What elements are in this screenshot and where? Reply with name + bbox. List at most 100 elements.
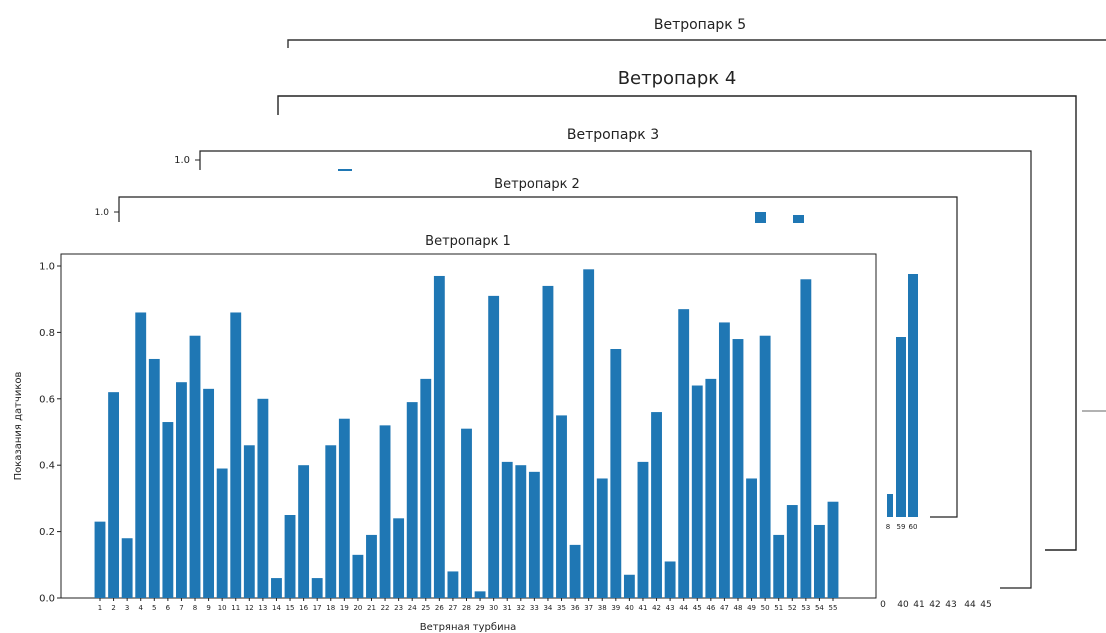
xtick-label: 34: [543, 604, 552, 612]
xtick-label: 41: [639, 604, 648, 612]
bar: [488, 295, 500, 598]
bar: [108, 392, 120, 598]
bar: [718, 322, 730, 598]
xtick-label: 7: [179, 604, 183, 612]
xtick-label: 28: [462, 604, 471, 612]
bar: [447, 571, 459, 598]
xtick-label: 11: [231, 604, 240, 612]
xtick-label: 44: [964, 600, 976, 610]
bar: [325, 445, 337, 598]
xtick-label: 38: [598, 604, 607, 612]
bar: [176, 382, 187, 598]
panel2-frame: [118, 196, 958, 518]
xtick-label: 39: [611, 604, 620, 612]
bar: [569, 544, 581, 598]
panel3-title: Ветропарк 3: [567, 127, 659, 143]
xtick-label: 55: [829, 604, 838, 612]
ytick-label: 0.8: [39, 328, 55, 339]
bar: [420, 378, 432, 598]
xtick-label: 15: [286, 604, 295, 612]
xtick-label: 33: [530, 604, 539, 612]
panel1-bars: [94, 269, 839, 598]
bar: [887, 494, 893, 517]
bar: [366, 534, 377, 598]
xtick-label: 40: [625, 604, 634, 612]
xtick-label: 40: [897, 600, 909, 610]
xtick-label: 17: [313, 604, 322, 612]
xtick-label: 1: [98, 604, 102, 612]
bar: [298, 465, 310, 598]
panel3-ytick-1: 1.0: [174, 155, 190, 166]
panel4-xaxis: 0 40 41 42 43 44 45: [880, 600, 992, 610]
xtick-label: 45: [980, 600, 991, 610]
xtick-label: 53: [801, 604, 810, 612]
xtick-label: 25: [421, 604, 430, 612]
bar: [230, 312, 242, 598]
xtick-label: 60: [909, 523, 918, 531]
xtick-label: 59: [897, 523, 906, 531]
xtick-label: 8: [193, 604, 197, 612]
xtick-label: 44: [679, 604, 688, 612]
xtick-label: 30: [489, 604, 498, 612]
xtick-label: 26: [435, 604, 444, 612]
xtick-label: 36: [571, 604, 580, 612]
ytick-label: 0.0: [39, 594, 55, 605]
xtick-label: 12: [245, 604, 254, 612]
bar: [637, 461, 649, 598]
xtick-label: 32: [516, 604, 525, 612]
bar: [664, 561, 676, 598]
bar: [121, 538, 133, 598]
xtick-label: 43: [945, 600, 956, 610]
bar: [257, 398, 269, 598]
xtick-label: 31: [503, 604, 512, 612]
bar: [216, 468, 228, 598]
xtick-label: 22: [381, 604, 390, 612]
bar: [433, 275, 445, 598]
bar: [284, 515, 296, 598]
xtick-label: 27: [448, 604, 457, 612]
panel1-title: Ветропарк 1: [425, 234, 511, 249]
bar: [800, 279, 812, 598]
xtick-label: 52: [788, 604, 797, 612]
xtick-label: 18: [326, 604, 335, 612]
xtick-label: 49: [747, 604, 756, 612]
xtick-label: 37: [584, 604, 593, 612]
xtick-label: 20: [353, 604, 362, 612]
bar: [94, 521, 106, 598]
ytick-label: 1.0: [39, 262, 55, 273]
xtick-label: 29: [476, 604, 485, 612]
panel2-title: Ветропарк 2: [494, 177, 580, 192]
xtick-label: 42: [929, 600, 940, 610]
xtick-label: 19: [340, 604, 349, 612]
bar: [773, 534, 785, 598]
xtick-label: 8: [886, 523, 890, 531]
xtick-label: 42: [652, 604, 661, 612]
bar: [691, 385, 703, 598]
panel-windfarm-1: Ветропарк 1 Ветряная турбина Показания д…: [13, 234, 877, 633]
bar: [556, 415, 567, 598]
bar: [705, 378, 717, 598]
xtick-label: 41: [913, 600, 924, 610]
xtick-label: 54: [815, 604, 824, 612]
bar: [678, 309, 690, 598]
panel4-frame: [277, 95, 1077, 551]
panel1-xaxis: 1 2 3 4 5 6 7 8 9 10 11 12 13 14 15 16 17 18 19 20 21 22 23 24 2…: [98, 598, 838, 612]
xtick-label: 48: [734, 604, 743, 612]
bar: [528, 471, 540, 598]
bar: [203, 388, 215, 598]
panel1-xlabel: Ветряная турбина: [420, 622, 516, 633]
bar: [896, 337, 906, 517]
panel2-bars: [887, 274, 918, 517]
bar: [827, 501, 839, 598]
xtick-label: 2: [111, 604, 115, 612]
bar: [501, 461, 513, 598]
bar: [338, 418, 350, 598]
bar: [271, 578, 282, 598]
bar: [474, 591, 486, 598]
xtick-label: 9: [206, 604, 210, 612]
xtick-label: 46: [706, 604, 715, 612]
bar: [393, 518, 405, 598]
xtick-label: 45: [693, 604, 702, 612]
bar: [189, 335, 201, 598]
